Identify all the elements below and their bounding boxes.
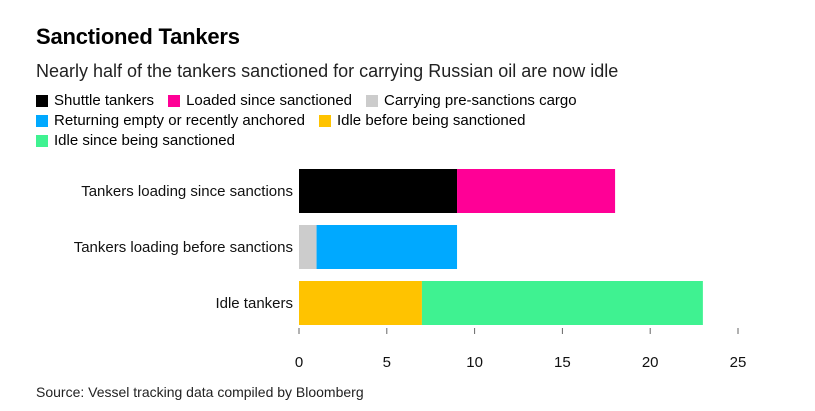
legend-label: Loaded since sanctioned (186, 92, 353, 109)
legend-swatch (168, 95, 181, 107)
legend-label: Carrying pre-sanctions cargo (384, 92, 577, 109)
legend-item-returning-empty: Returning empty or recently anchored (36, 111, 305, 131)
legend-row-2: Returning empty or recently anchored Idl… (36, 111, 796, 131)
legend-item-idle-since-sanctioned: Idle since being sanctioned (36, 131, 235, 151)
legend-swatch (318, 115, 331, 127)
bar-loaded-since-sanctioned-tankers-loading-since-sanctions (457, 169, 616, 213)
x-tick-label: 25 (730, 354, 747, 371)
x-tick-label: 5 (383, 354, 391, 371)
legend-label: Idle since being sanctioned (54, 132, 235, 149)
bar-returning-empty-or-recently-anchored-tankers-loading-before-sanctions (316, 225, 458, 269)
legend-item-idle-before-sanctioned: Idle before being sanctioned (318, 111, 526, 131)
x-tick-label: 15 (554, 354, 571, 371)
legend-swatch (36, 135, 48, 147)
legend: Shuttle tankers Loaded since sanctioned … (36, 91, 796, 151)
x-tick-label: 20 (642, 354, 659, 371)
category-label-tankers-loading-since-sanctions: Tankers loading since sanctions (81, 183, 293, 200)
legend-label: Shuttle tankers (54, 92, 155, 109)
category-label-idle-tankers: Idle tankers (215, 295, 293, 312)
chart-title: Sanctioned Tankers (36, 24, 240, 49)
legend-row-1: Shuttle tankers Loaded since sanctioned … (36, 91, 796, 111)
legend-label: Idle before being sanctioned (336, 112, 526, 129)
x-tick-label: 0 (295, 354, 303, 371)
legend-item-shuttle-tankers: Shuttle tankers (36, 91, 154, 111)
x-tick-label: 10 (466, 354, 483, 371)
legend-swatch (36, 95, 48, 107)
category-label-tankers-loading-before-sanctions: Tankers loading before sanctions (74, 239, 293, 256)
chart-subtitle: Nearly half of the tankers sanctioned fo… (36, 61, 619, 81)
legend-label: Returning empty or recently anchored (54, 112, 305, 129)
source-note: Source: Vessel tracking data compiled by… (36, 384, 364, 400)
legend-swatch (36, 115, 48, 127)
bar-idle-since-being-sanctioned-idle-tankers (421, 281, 703, 325)
legend-item-carrying-pre-sanctions-cargo: Carrying pre-sanctions cargo (366, 91, 577, 111)
bar-idle-before-being-sanctioned-idle-tankers (299, 281, 422, 325)
legend-swatch (366, 95, 379, 107)
bar-carrying-pre-sanctions-cargo-tankers-loading-before-sanctions (299, 225, 317, 269)
legend-row-3: Idle since being sanctioned (36, 131, 796, 151)
bar-shuttle-tankers-tankers-loading-since-sanctions (299, 169, 458, 213)
legend-item-loaded-since-sanctioned: Loaded since sanctioned (168, 91, 352, 111)
